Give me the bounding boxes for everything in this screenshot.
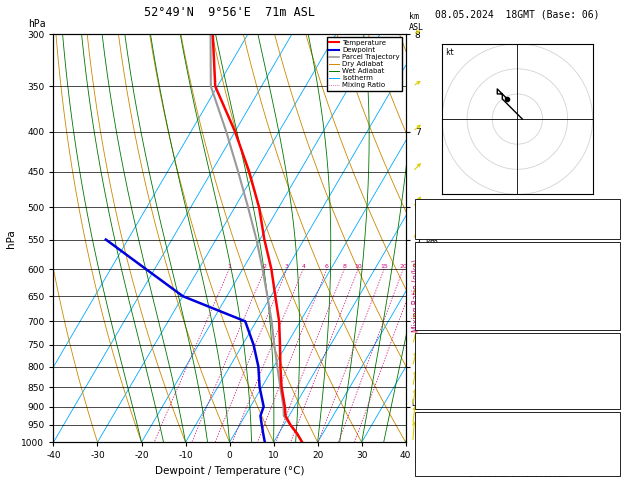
Y-axis label: km
ASL: km ASL <box>424 238 440 258</box>
Text: hPa: hPa <box>28 19 46 29</box>
Text: Temp (°C): Temp (°C) <box>418 257 463 266</box>
Text: 20: 20 <box>399 264 407 269</box>
Text: 2: 2 <box>263 264 267 269</box>
Text: StmSpd (kt): StmSpd (kt) <box>418 464 472 473</box>
Text: Most Unstable: Most Unstable <box>485 335 550 345</box>
Text: CIN (J): CIN (J) <box>418 319 453 328</box>
Text: 25: 25 <box>415 264 422 269</box>
Text: 8: 8 <box>342 264 347 269</box>
Text: 17.1: 17.1 <box>597 257 617 266</box>
Text: km
ASL: km ASL <box>409 12 424 32</box>
Text: 8.6: 8.6 <box>602 269 617 278</box>
Text: CAPE (J): CAPE (J) <box>418 385 458 394</box>
Text: 234°: 234° <box>597 451 617 461</box>
Text: 0: 0 <box>612 319 617 328</box>
Text: CAPE (J): CAPE (J) <box>418 306 458 315</box>
Text: Mixing Ratio (g/kg): Mixing Ratio (g/kg) <box>425 337 438 338</box>
Text: 10: 10 <box>354 264 362 269</box>
Text: 08.05.2024  18GMT (Base: 06): 08.05.2024 18GMT (Base: 06) <box>435 9 599 19</box>
Text: K: K <box>418 202 423 211</box>
Text: Totals Totals: Totals Totals <box>418 215 482 224</box>
Text: EH: EH <box>418 427 428 436</box>
X-axis label: Dewpoint / Temperature (°C): Dewpoint / Temperature (°C) <box>155 466 304 476</box>
Text: 79: 79 <box>607 306 617 315</box>
Text: Hodograph: Hodograph <box>495 414 540 423</box>
Text: Mixing Ratio (g/kg): Mixing Ratio (g/kg) <box>412 260 421 332</box>
Text: 50: 50 <box>607 215 617 224</box>
Text: StmDir: StmDir <box>418 451 448 461</box>
Text: Dewp (°C): Dewp (°C) <box>418 269 463 278</box>
Y-axis label: hPa: hPa <box>6 229 16 247</box>
Text: Pressure (mb): Pressure (mb) <box>418 348 482 357</box>
Text: θᴇ (K): θᴇ (K) <box>418 360 448 369</box>
Text: 0: 0 <box>612 398 617 407</box>
Text: 4: 4 <box>612 439 617 448</box>
Text: Surface: Surface <box>500 244 535 254</box>
Text: 1: 1 <box>612 373 617 382</box>
Text: 1.98: 1.98 <box>597 227 617 236</box>
Text: Lifted Index: Lifted Index <box>418 373 477 382</box>
Text: SREH: SREH <box>418 439 438 448</box>
Text: 79: 79 <box>607 385 617 394</box>
Text: 3: 3 <box>612 427 617 436</box>
Text: 52°49'N  9°56'E  71m ASL: 52°49'N 9°56'E 71m ASL <box>144 6 315 19</box>
Text: θᴇ(K): θᴇ(K) <box>418 281 443 291</box>
Text: 4: 4 <box>301 264 305 269</box>
Text: 309: 309 <box>602 360 617 369</box>
Text: © weatheronline.co.uk: © weatheronline.co.uk <box>469 469 566 479</box>
Text: 1: 1 <box>612 294 617 303</box>
Text: 1: 1 <box>227 264 231 269</box>
Text: 15: 15 <box>381 264 388 269</box>
Text: 309: 309 <box>602 281 617 291</box>
Text: PW (cm): PW (cm) <box>418 227 453 236</box>
Text: 3: 3 <box>612 464 617 473</box>
Text: 3: 3 <box>285 264 289 269</box>
Text: Lifted Index: Lifted Index <box>418 294 477 303</box>
Text: CIN (J): CIN (J) <box>418 398 453 407</box>
Legend: Temperature, Dewpoint, Parcel Trajectory, Dry Adiabat, Wet Adiabat, Isotherm, Mi: Temperature, Dewpoint, Parcel Trajectory… <box>326 37 402 90</box>
Text: 6: 6 <box>325 264 329 269</box>
Text: LCL: LCL <box>411 399 425 408</box>
Text: 1007: 1007 <box>597 348 617 357</box>
Text: 27: 27 <box>607 202 617 211</box>
Text: kt: kt <box>445 48 454 57</box>
